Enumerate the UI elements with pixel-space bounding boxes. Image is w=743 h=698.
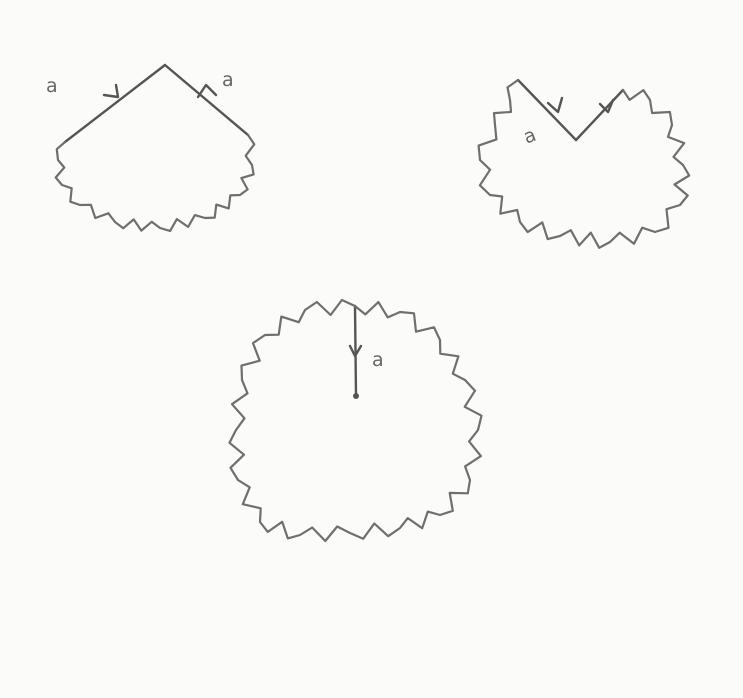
figure-2-edge-right <box>574 88 625 142</box>
figure-2-arrow-left <box>546 96 564 114</box>
figure-2-wavy-boundary <box>477 78 691 249</box>
figure-1-arrow-left <box>102 83 120 99</box>
figure-3-arrow <box>348 344 363 358</box>
figure-1-edge-right <box>163 63 250 137</box>
figure-3: a <box>228 298 483 543</box>
figure-1-label-left: a <box>46 75 58 97</box>
figure-3-wavy-boundary <box>228 298 483 543</box>
figure-3-slit-edge <box>353 304 358 398</box>
figure-1-edge-left <box>63 63 167 144</box>
figure-2-arrow-right <box>598 98 615 114</box>
figure-1: a a <box>46 63 256 232</box>
figure-3-label: a <box>372 349 384 371</box>
figure-1-arrow-right <box>196 83 218 99</box>
figure-1-wavy-boundary <box>54 133 256 232</box>
figure-3-slit-end-dot <box>353 393 359 399</box>
figure-1-label-right: a <box>222 69 234 91</box>
figure-2-label: a <box>521 124 539 149</box>
figure-2: a <box>477 78 691 249</box>
figure-2-edge-left <box>516 78 578 142</box>
